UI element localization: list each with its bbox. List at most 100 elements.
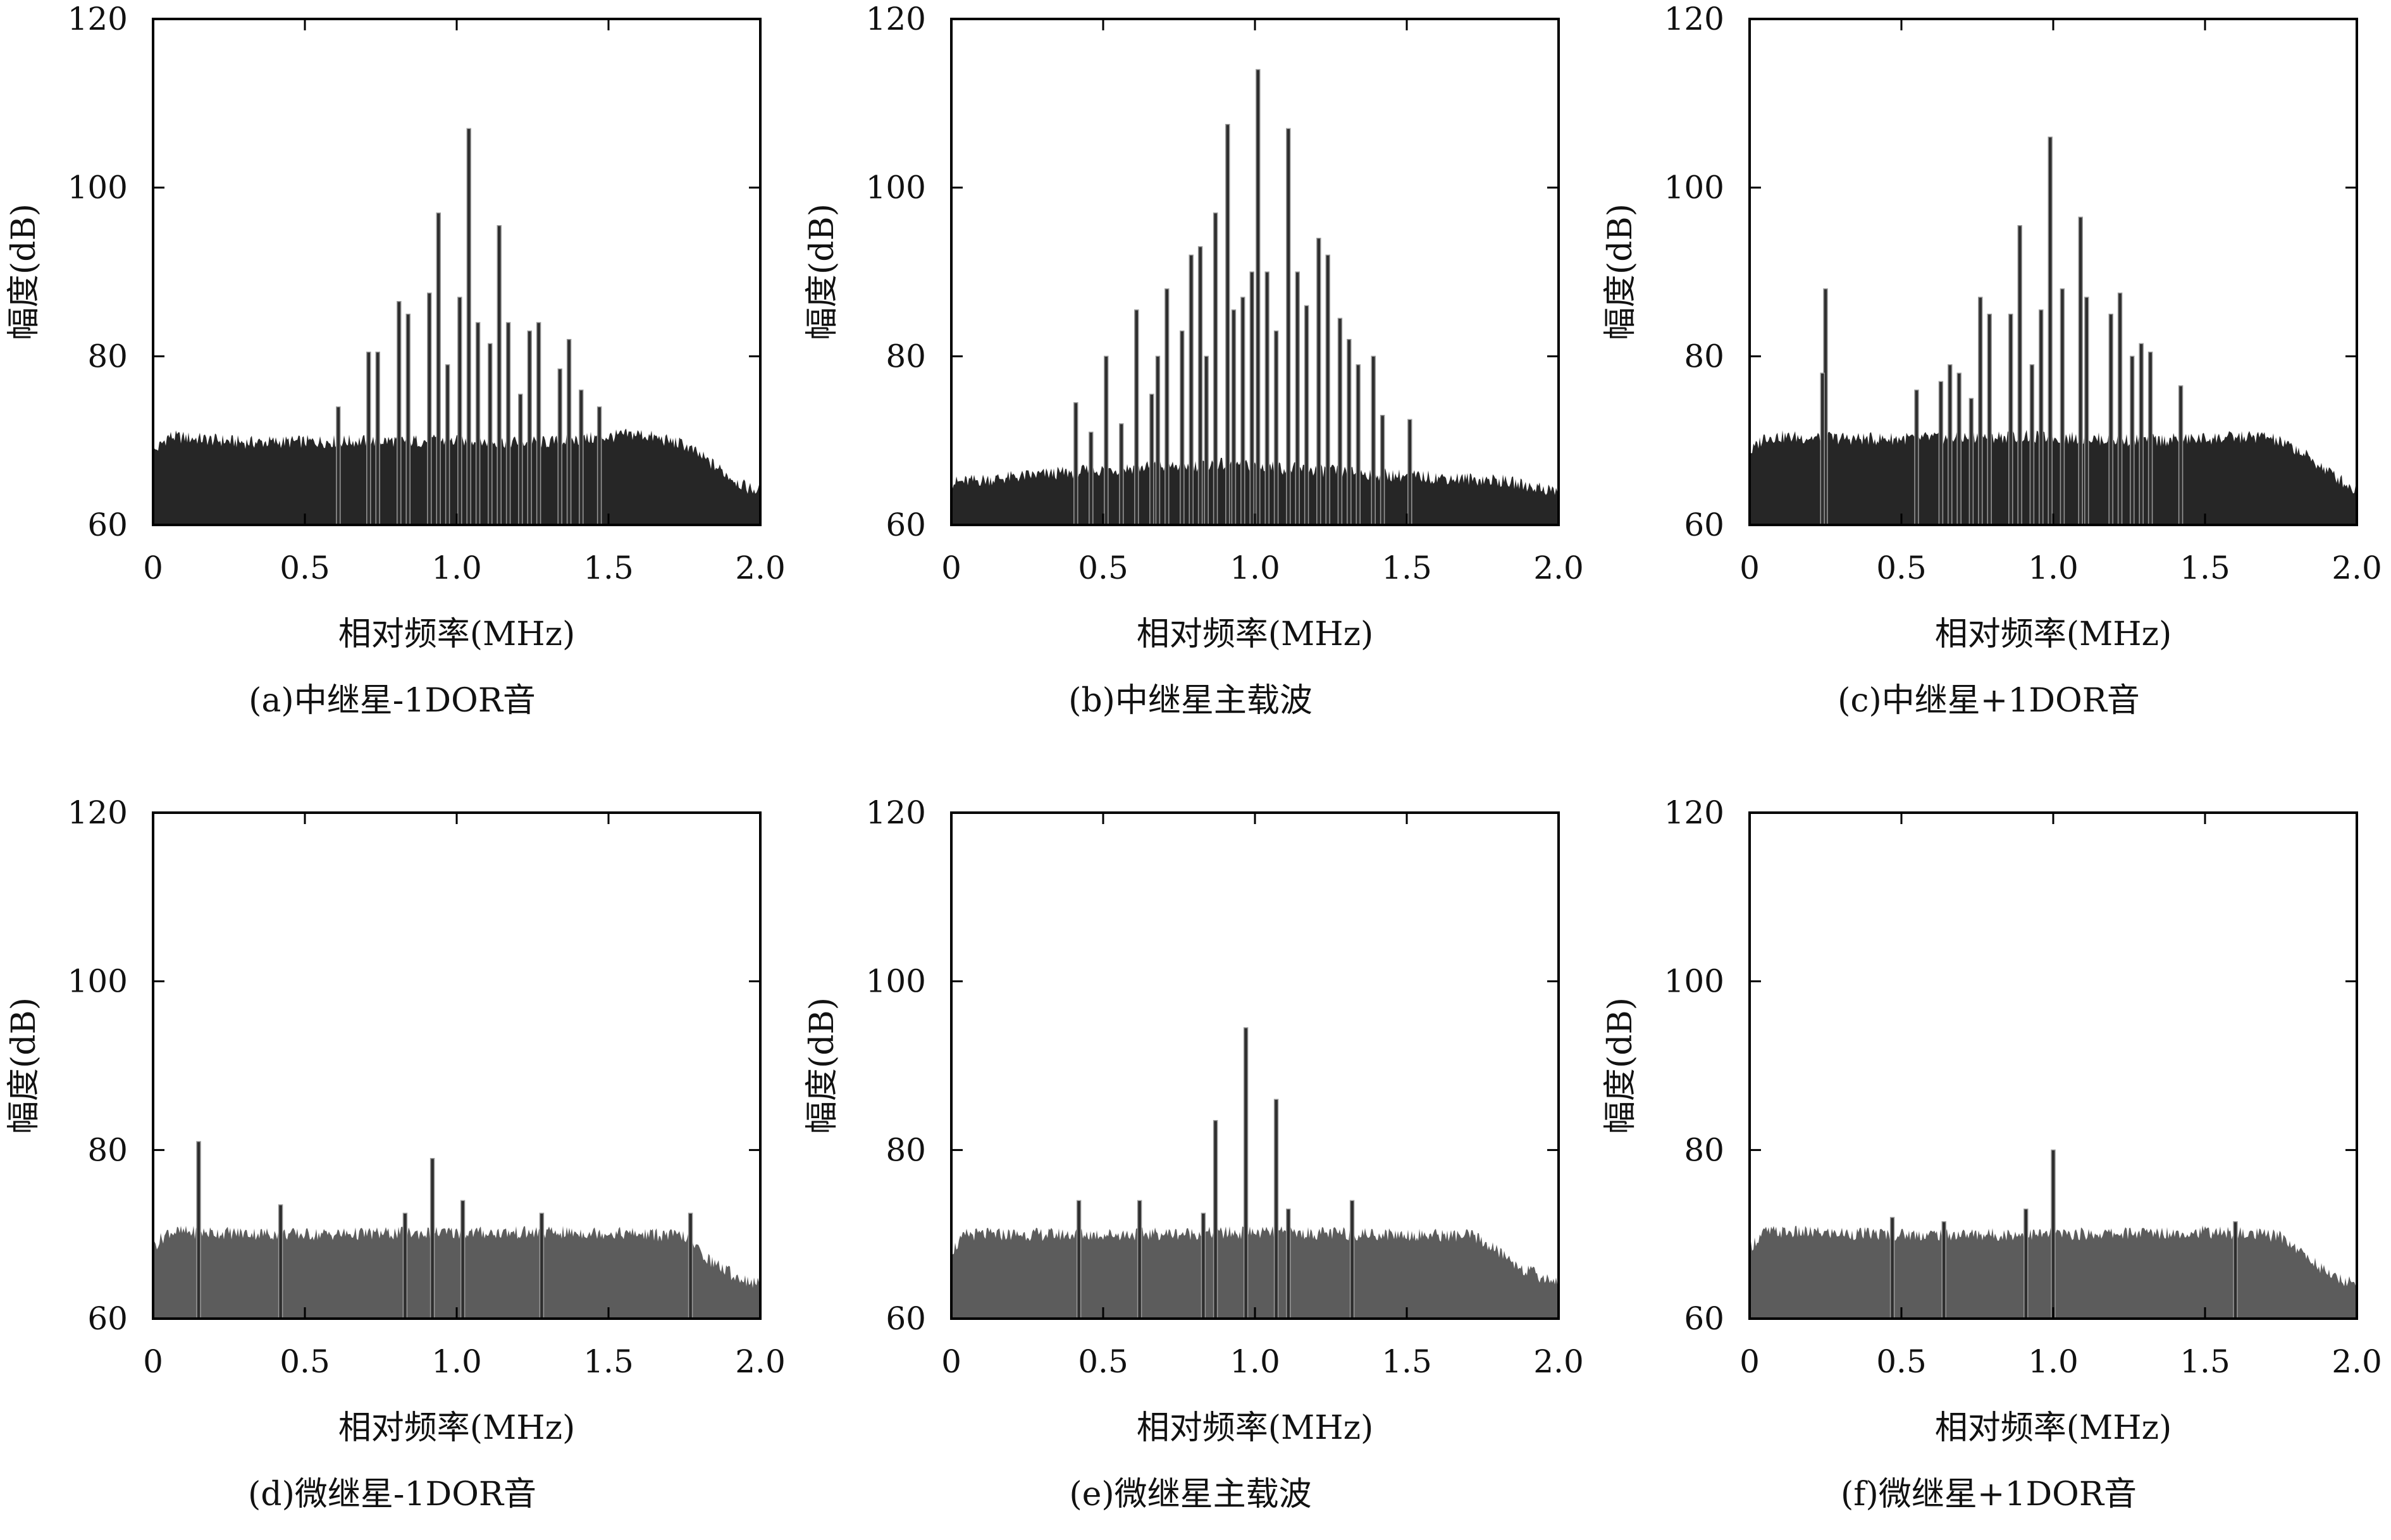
y-tick-label: 100 [1664,169,1724,206]
x-tick-label: 0 [941,1343,961,1380]
x-tick-label: 1.5 [1381,550,1432,586]
peak-bar [1240,297,1245,526]
peak-bar [505,322,511,526]
peak-bar [429,1157,435,1319]
peak-bar [1104,355,1109,526]
x-tick-label: 0.5 [280,550,330,586]
peak-bar [596,406,602,526]
y-tick-label: 80 [1684,338,1724,374]
x-tick-label: 0.5 [280,1343,330,1380]
peak-bar [2117,292,2123,526]
x-axis-label: 相对频率(MHz) [338,1409,576,1447]
panel-caption: (c)中继星+1DOR音 [1838,682,2140,720]
peak-bar [536,322,541,526]
peak-bar [1325,254,1330,526]
peak-bar [1264,271,1270,526]
peak-bar [1225,123,1230,526]
peak-bar [1155,355,1161,526]
peak-bar [1165,288,1170,526]
peak-bar [336,406,341,526]
peak-bar [1149,393,1154,526]
peak-bar [1076,1200,1082,1319]
y-axis-label: 幅度(dB) [1602,204,1640,340]
peak-bar [1956,373,1962,526]
x-tick-label: 1.0 [2028,550,2079,586]
panel-caption: (d)微继星-1DOR音 [248,1475,536,1513]
peak-bar [460,1200,466,1319]
panel-e: 60 80 100 120 0 0.5 1.0 1.5 2.0 相对频率(MHz) 幅度(dB) (… [798,794,1584,1540]
peak-bar [1938,381,1944,526]
y-axis-label: 幅度(dB) [803,997,841,1134]
peak-bar [2029,364,2035,526]
peak-bar [566,338,572,526]
peak-bar [1941,1221,1946,1319]
spectrum-plot: 60 80 100 120 0 0.5 1.0 1.5 2.0 相对频率(MHz) 幅度(dB) [1602,794,2382,1447]
peak-bar [557,368,562,526]
peak-bar [2078,216,2083,526]
peak-bar [2051,1149,2056,1319]
x-tick-label: 1.5 [583,1343,634,1380]
peak-bar [2147,351,2153,526]
x-axis-label: 相对频率(MHz) [1935,615,2172,653]
x-tick-label: 0 [1739,550,1760,586]
y-tick-label: 100 [68,963,128,1000]
peak-bar [688,1212,693,1319]
x-tick-label: 2.0 [2332,550,2382,586]
peak-bar [1197,246,1203,526]
panel-c: 60 80 100 120 0 0.5 1.0 1.5 2.0 相对频率(MHz) 幅度(dB) (… [1597,0,2382,746]
peak-bar [1349,1200,1355,1319]
peak-bar [1213,1119,1218,1319]
y-tick-label: 60 [1684,1300,1724,1337]
peak-bar [1134,309,1139,526]
peak-bar [278,1204,283,1319]
noise-floor-area [951,457,1559,525]
y-tick-label: 60 [87,507,128,543]
panel-caption: (a)中继星-1DOR音 [249,682,536,720]
y-axis-label: 幅度(dB) [5,997,43,1134]
peak-bar [1243,1027,1249,1319]
x-tick-label: 2.0 [2332,1343,2382,1380]
x-tick-label: 0 [143,1343,163,1380]
peak-bar [1380,414,1385,526]
panel-caption: (f)微继星+1DOR音 [1841,1475,2137,1513]
y-tick-label: 80 [1684,1131,1724,1168]
peak-bar [579,389,584,526]
spectrum-plot: 60 80 100 120 0 0.5 1.0 1.5 2.0 相对频率(MHz) 幅度(dB) [803,1,1584,653]
x-tick-label: 0.5 [1876,1343,1927,1380]
peak-bar [1249,271,1254,526]
x-tick-label: 1.5 [2180,550,2230,586]
peak-bar [1180,330,1185,526]
x-tick-label: 0 [1739,1343,1760,1380]
y-tick-label: 100 [866,963,926,1000]
y-tick-label: 120 [1664,1,1724,37]
x-tick-label: 2.0 [1533,550,1584,586]
peak-bar [1089,431,1094,526]
noise-floor-area [951,1226,1559,1319]
y-tick-label: 80 [886,1131,926,1168]
x-axis-label: 相对频率(MHz) [1137,615,1374,653]
y-tick-label: 60 [886,507,926,543]
peak-bar [397,300,402,526]
x-tick-label: 1.0 [431,1343,482,1380]
peak-bar [1137,1200,1142,1319]
peak-bar [1316,237,1321,526]
peak-bar [457,297,462,526]
peak-bar [1256,69,1261,526]
peak-bar [475,322,481,526]
peak-bar [1213,212,1218,526]
peak-bar [436,212,441,526]
x-tick-label: 0 [143,550,163,586]
spectrum-plot: 60 80 100 120 0 0.5 1.0 1.5 2.0 相对频率(MHz) 幅度(dB) [5,1,786,653]
peak-bar [1948,364,1953,526]
peak-bar [2023,1208,2029,1319]
peak-bar [2017,225,2022,526]
peak-bar [445,364,450,526]
peak-bar [375,351,380,526]
y-tick-label: 100 [68,169,128,206]
plot-frame [950,18,1560,526]
peak-bar [366,351,371,526]
y-tick-label: 80 [87,1131,128,1168]
x-tick-label: 0.5 [1078,1343,1128,1380]
x-tick-label: 1.0 [2028,1343,2079,1380]
peak-bar [2108,313,2113,526]
